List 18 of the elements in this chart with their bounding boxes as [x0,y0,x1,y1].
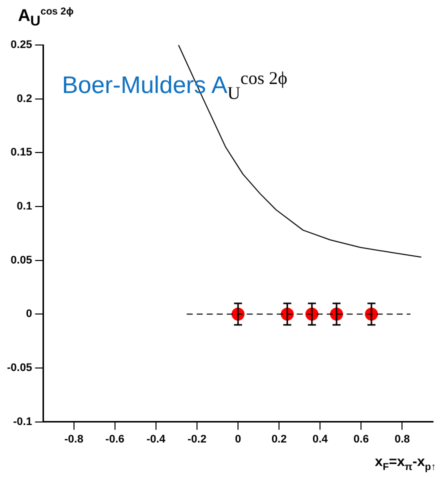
y-tick-label: 0.2 [16,92,32,105]
y-tick-label: 0.15 [10,146,32,159]
x-axis-title: x$_{F}$=x$_{π}$-x$_{p↑}$ [374,453,436,473]
x-tick-label: -0.4 [146,433,166,446]
x-tick-label: -0.6 [105,433,124,446]
y-tick-label: 0.05 [10,254,32,266]
x-tick-label: 0.4 [312,433,329,446]
y-tick-label: -0.1 [13,416,32,428]
x-tick-label: -0.8 [64,433,84,446]
x-tick-label: -0.2 [188,433,206,446]
y-tick-label: 0.1 [16,200,32,213]
y-tick-label: 0.25 [10,39,32,52]
x-tick-label: 0.2 [271,433,287,446]
x-tick-label: 0 [234,433,242,446]
y-tick-label: 0 [26,308,32,320]
y-tick-label: -0.05 [6,362,32,374]
x-tick-label: 0.6 [354,433,369,446]
x-tick-label: 0.8 [394,433,410,446]
